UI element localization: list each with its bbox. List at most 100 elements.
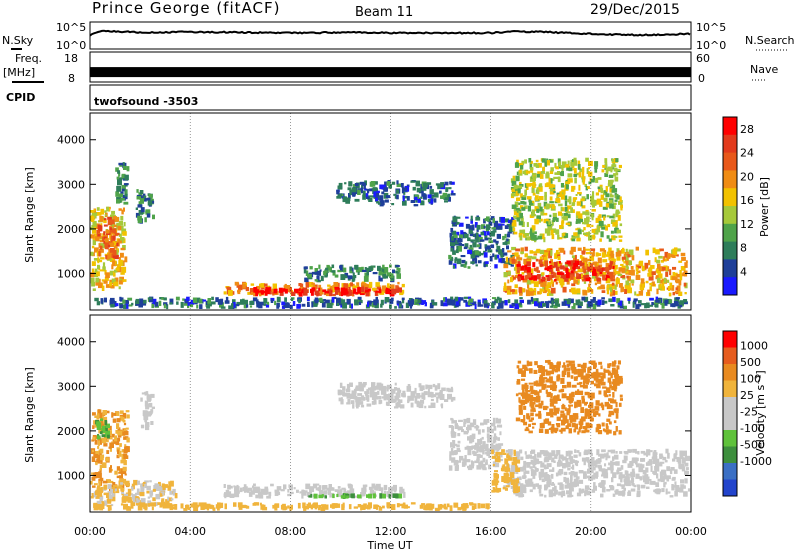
- scatter-cell-0: [116, 423, 120, 429]
- scatter-cell-4: [264, 283, 268, 287]
- scatter-cell-7: [321, 301, 326, 308]
- scatter-cell-9: [620, 476, 623, 483]
- scatter-cell-7: [369, 391, 373, 398]
- scatter-cell-6: [402, 503, 406, 506]
- scatter-cell-8: [396, 194, 399, 200]
- scatter-cell-8: [453, 420, 457, 424]
- scatter-cell-0: [91, 245, 95, 249]
- scatter-cell-5: [350, 493, 355, 498]
- scatter-cell-8: [375, 191, 379, 196]
- scatter-cell-8: [375, 197, 379, 201]
- scatter-cell-9: [454, 258, 457, 263]
- scatter-cell-8: [477, 429, 481, 435]
- scatter-cell-9: [545, 476, 549, 482]
- scatter-cell-7: [632, 301, 635, 308]
- scatter-cell-11: [526, 266, 531, 273]
- scatter-cell-9: [568, 450, 572, 457]
- scatter-cell-11: [576, 399, 582, 403]
- scatter-cell-10: [550, 250, 553, 256]
- scatter-cell-8: [373, 181, 378, 185]
- scatter-cell-1: [106, 430, 110, 436]
- scatter-cell-2: [95, 495, 100, 499]
- scatter-cell-7: [359, 401, 364, 405]
- scatter-cell-7: [413, 390, 416, 395]
- scatter-cell-9: [576, 492, 582, 497]
- scatter-cell-10: [591, 273, 597, 279]
- scatter-cell-10: [678, 260, 683, 263]
- scatter-cell-9: [682, 457, 686, 461]
- scatter-cell-9: [618, 475, 623, 480]
- scatter-cell-9: [644, 478, 648, 485]
- scatter-cell-9: [509, 224, 513, 227]
- scatter-cell-2: [119, 164, 123, 167]
- scatter-cell-10: [507, 457, 513, 461]
- scatter-cell-7: [364, 391, 369, 394]
- scatter-cell-12: [606, 215, 610, 218]
- scatter-cell-11: [571, 366, 575, 373]
- scatter-cell-9: [673, 469, 678, 474]
- scatter-cell-9: [516, 476, 521, 480]
- scatter-cell-10: [514, 259, 518, 264]
- scatter-cell-10: [609, 287, 613, 292]
- scatter-cell-0: [111, 256, 116, 263]
- scatter-cell-12: [541, 171, 546, 174]
- scatter-cell-9: [456, 231, 460, 236]
- scatter-cell-12: [519, 165, 524, 170]
- scatter-cell-8: [414, 204, 417, 207]
- scatter-cell-11: [577, 402, 582, 407]
- scatter-cell-8: [493, 445, 498, 451]
- scatter-cell-8: [490, 444, 495, 450]
- scatter-cell-9: [488, 240, 493, 243]
- scatter-cell-3: [147, 200, 153, 206]
- scatter-cell-12: [583, 227, 586, 231]
- scatter-cell-7: [480, 304, 484, 307]
- scatter-cell-2: [172, 491, 175, 496]
- scatter-cell-1: [103, 231, 106, 236]
- scatter-cell-7: [109, 299, 114, 306]
- scatter-cell-12: [602, 206, 608, 210]
- scatter-cell-12: [544, 161, 548, 167]
- scatter-cell-11: [594, 411, 599, 416]
- scatter-cell-6: [245, 505, 250, 509]
- scatter-cell-11: [595, 371, 599, 377]
- scatter-cell-4: [401, 283, 405, 288]
- scatter-cell-6: [306, 270, 309, 273]
- scatter-cell-2: [152, 488, 156, 492]
- scatter-cell-11: [524, 428, 530, 432]
- scatter-cell-12: [565, 181, 571, 184]
- scatter-cell-11: [588, 366, 592, 371]
- velocity-data-layer: [90, 359, 691, 511]
- scatter-cell-9: [498, 223, 502, 226]
- scatter-cell-11: [584, 391, 589, 396]
- scatter-cell-12: [567, 178, 570, 184]
- scatter-cell-10: [680, 252, 686, 257]
- scatter-cell-6: [443, 503, 447, 508]
- scatter-cell-8: [455, 424, 459, 427]
- scatter-cell-11: [608, 421, 612, 425]
- scatter-cell-10: [506, 285, 512, 291]
- scatter-cell-9: [653, 470, 657, 476]
- scatter-cell-12: [535, 195, 539, 201]
- scatter-cell-2: [170, 480, 174, 487]
- scatter-cell-7: [346, 298, 351, 305]
- scatter-cell-4: [383, 484, 388, 490]
- scatter-cell-0: [107, 207, 111, 212]
- scatter-cell-7: [377, 390, 380, 395]
- scatter-cell-6: [192, 502, 198, 508]
- scatter-cell-12: [519, 212, 523, 219]
- scatter-cell-11: [549, 398, 553, 402]
- scatter-cell-11: [608, 394, 611, 397]
- scatter-cell-8: [410, 200, 416, 203]
- scatter-cell-1: [106, 232, 111, 236]
- scatter-cell-7: [531, 298, 537, 304]
- scatter-cell-3: [144, 198, 149, 201]
- scatter-cell-10: [535, 258, 539, 262]
- scatter-cell-12: [600, 188, 604, 194]
- scatter-cell-7: [454, 296, 459, 303]
- scatter-cell-7: [509, 304, 514, 308]
- scatter-cell-8: [498, 452, 503, 458]
- scatter-cell-7: [220, 298, 224, 304]
- scatter-cell-4: [256, 285, 261, 292]
- scatter-cell-9: [464, 243, 469, 248]
